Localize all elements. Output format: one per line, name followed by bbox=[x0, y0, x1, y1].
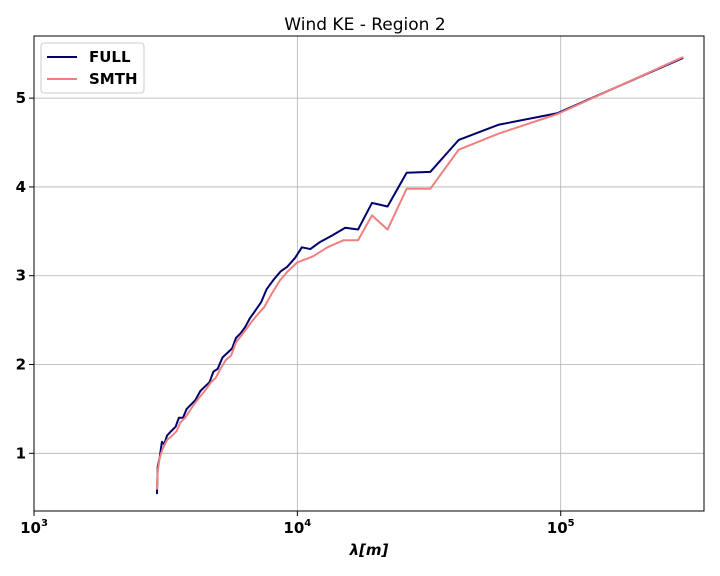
tick-layer: 103 104 105 1 2 3 4 5 bbox=[16, 89, 575, 537]
y-tick-label: 5 bbox=[16, 89, 26, 107]
series-line-full bbox=[155, 57, 684, 495]
y-tick-label: 1 bbox=[16, 444, 26, 462]
legend-label-full: FULL bbox=[89, 48, 131, 66]
x-tick-label: 104 bbox=[283, 518, 311, 537]
legend-label-smth: SMTH bbox=[89, 70, 138, 88]
series-layer bbox=[155, 56, 684, 495]
legend-box bbox=[40, 42, 145, 94]
series-line-smth bbox=[155, 56, 684, 490]
legend: FULL SMTH bbox=[40, 42, 145, 94]
chart-title: Wind KE - Region 2 bbox=[284, 15, 445, 35]
y-tick-label: 3 bbox=[16, 267, 26, 285]
y-tick-label: 2 bbox=[16, 356, 26, 374]
y-tick-label: 4 bbox=[16, 178, 26, 196]
plot-frame bbox=[33, 35, 705, 512]
grid-layer bbox=[33, 36, 704, 511]
x-tick-label: 103 bbox=[20, 518, 48, 537]
x-tick-label: 105 bbox=[547, 518, 575, 537]
x-axis-label: λ[m] bbox=[349, 541, 389, 559]
